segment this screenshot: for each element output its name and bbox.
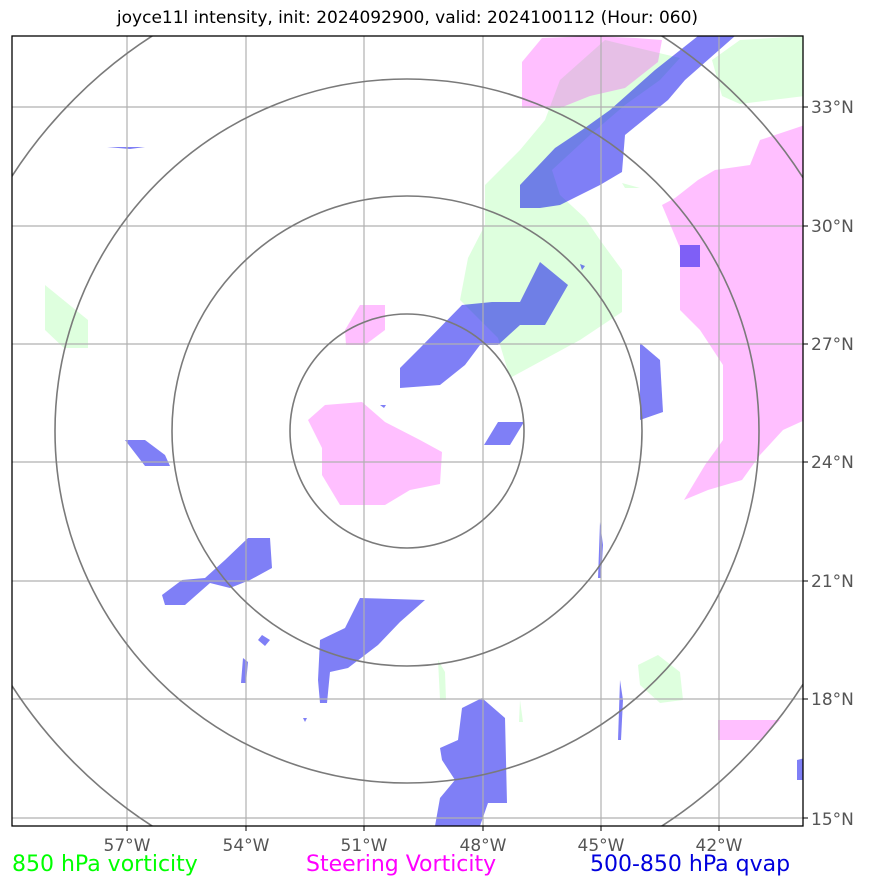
- lon-label: 51°W: [341, 836, 388, 856]
- legend-850-vorticity: 850 hPa vorticity: [12, 852, 198, 877]
- lat-label: 21°N: [811, 572, 854, 592]
- lat-label: 27°N: [811, 335, 854, 355]
- steering-vorticity-contours: [308, 36, 803, 740]
- map-title: joyce11l intensity, init: 2024092900, va…: [116, 8, 699, 28]
- lon-label: 48°W: [460, 836, 507, 856]
- lat-label: 33°N: [811, 98, 854, 118]
- graticule: [12, 36, 803, 826]
- axis-ticks: [126, 106, 808, 831]
- lon-label: 54°W: [223, 836, 270, 856]
- vorticity-850-contours: [45, 36, 803, 722]
- lat-label: 24°N: [811, 453, 854, 473]
- lon-label: 45°W: [578, 836, 625, 856]
- lat-label: 30°N: [811, 217, 854, 237]
- map-frame: [11, 35, 804, 827]
- qvap-contours: [107, 36, 803, 826]
- legend-steering-vorticity: Steering Vorticity: [306, 852, 497, 877]
- lat-label: 18°N: [811, 690, 854, 710]
- lon-label: 57°W: [104, 836, 151, 856]
- lat-label: 15°N: [811, 810, 854, 830]
- legend-qvap: 500-850 hPa qvap: [590, 852, 791, 877]
- lon-label: 42°W: [696, 836, 743, 856]
